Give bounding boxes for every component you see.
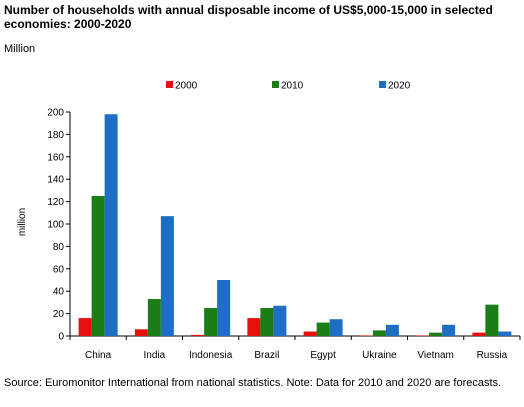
y-tick-label: 100 bbox=[47, 220, 64, 231]
bar-2010-egypt bbox=[316, 322, 330, 336]
y-axis-label: million bbox=[17, 208, 28, 236]
bar-2000-russia bbox=[472, 332, 486, 336]
y-tick-label: 0 bbox=[58, 332, 64, 343]
x-category-label: China bbox=[85, 350, 112, 361]
bar-2020-brazil bbox=[273, 305, 287, 336]
bar-2000-indonesia bbox=[191, 334, 205, 336]
chart-title: Number of households with annual disposa… bbox=[4, 3, 493, 31]
bar-2000-china bbox=[78, 318, 92, 336]
bar-2010-indonesia bbox=[204, 308, 218, 336]
source-note: Source: Euromonitor International from n… bbox=[4, 377, 502, 389]
bar-2020-china bbox=[104, 114, 118, 337]
bar-2020-vietnam bbox=[442, 324, 456, 336]
bar-2010-ukraine bbox=[372, 330, 386, 336]
y-axis: 0 20 40 60 80 100 120 140 160 180 200 bbox=[47, 108, 71, 343]
bar-2020-indonesia bbox=[217, 280, 231, 336]
x-category-label: Egypt bbox=[310, 350, 336, 361]
x-category-label: Russia bbox=[477, 350, 508, 361]
x-axis: China India Indonesia Brazil Egypt Ukraine Vie… bbox=[69, 335, 521, 361]
x-category-label: India bbox=[144, 350, 166, 361]
unit-label: Million bbox=[4, 43, 36, 55]
y-tick-label: 120 bbox=[47, 197, 64, 208]
legend-swatch-2010 bbox=[272, 81, 279, 88]
x-category-label: Brazil bbox=[254, 350, 279, 361]
x-category-label: Ukraine bbox=[362, 350, 397, 361]
bar-2000-vietnam bbox=[416, 335, 430, 336]
legend-label-2010: 2010 bbox=[281, 81, 304, 92]
bar-2020-india bbox=[160, 216, 174, 336]
bar-2020-russia bbox=[498, 331, 512, 336]
legend-label-2020: 2020 bbox=[388, 81, 411, 92]
bar-2000-brazil bbox=[247, 318, 261, 336]
bar-2020-egypt bbox=[329, 319, 343, 336]
bar-2010-india bbox=[147, 299, 161, 336]
bar-2000-egypt bbox=[303, 331, 317, 336]
y-tick-label: 160 bbox=[47, 152, 64, 163]
bar-2010-russia bbox=[485, 304, 499, 336]
x-category-label: Vietnam bbox=[417, 350, 454, 361]
y-tick-label: 140 bbox=[47, 175, 64, 186]
bar-2010-vietnam bbox=[429, 332, 443, 336]
bar-2010-brazil bbox=[260, 308, 274, 336]
x-category-label: Indonesia bbox=[189, 350, 233, 361]
bar-chart: 2000 2010 2020 0 20 40 60 80 100 120 140 160 180 200… bbox=[17, 81, 521, 361]
y-tick-label: 20 bbox=[53, 309, 65, 320]
y-tick-label: 60 bbox=[53, 264, 65, 275]
bar-2000-india bbox=[134, 329, 148, 336]
y-tick-label: 40 bbox=[53, 287, 65, 298]
bar-2020-ukraine bbox=[385, 324, 399, 336]
bars bbox=[78, 114, 512, 337]
legend: 2000 2010 2020 bbox=[166, 81, 411, 92]
bar-2010-china bbox=[91, 196, 105, 336]
y-tick-label: 200 bbox=[47, 108, 64, 119]
y-tick-label: 180 bbox=[47, 130, 64, 141]
legend-label-2000: 2000 bbox=[175, 81, 198, 92]
bar-2000-ukraine bbox=[359, 335, 373, 336]
legend-swatch-2020 bbox=[379, 81, 386, 88]
y-tick-label: 80 bbox=[53, 242, 65, 253]
legend-swatch-2000 bbox=[166, 81, 173, 88]
